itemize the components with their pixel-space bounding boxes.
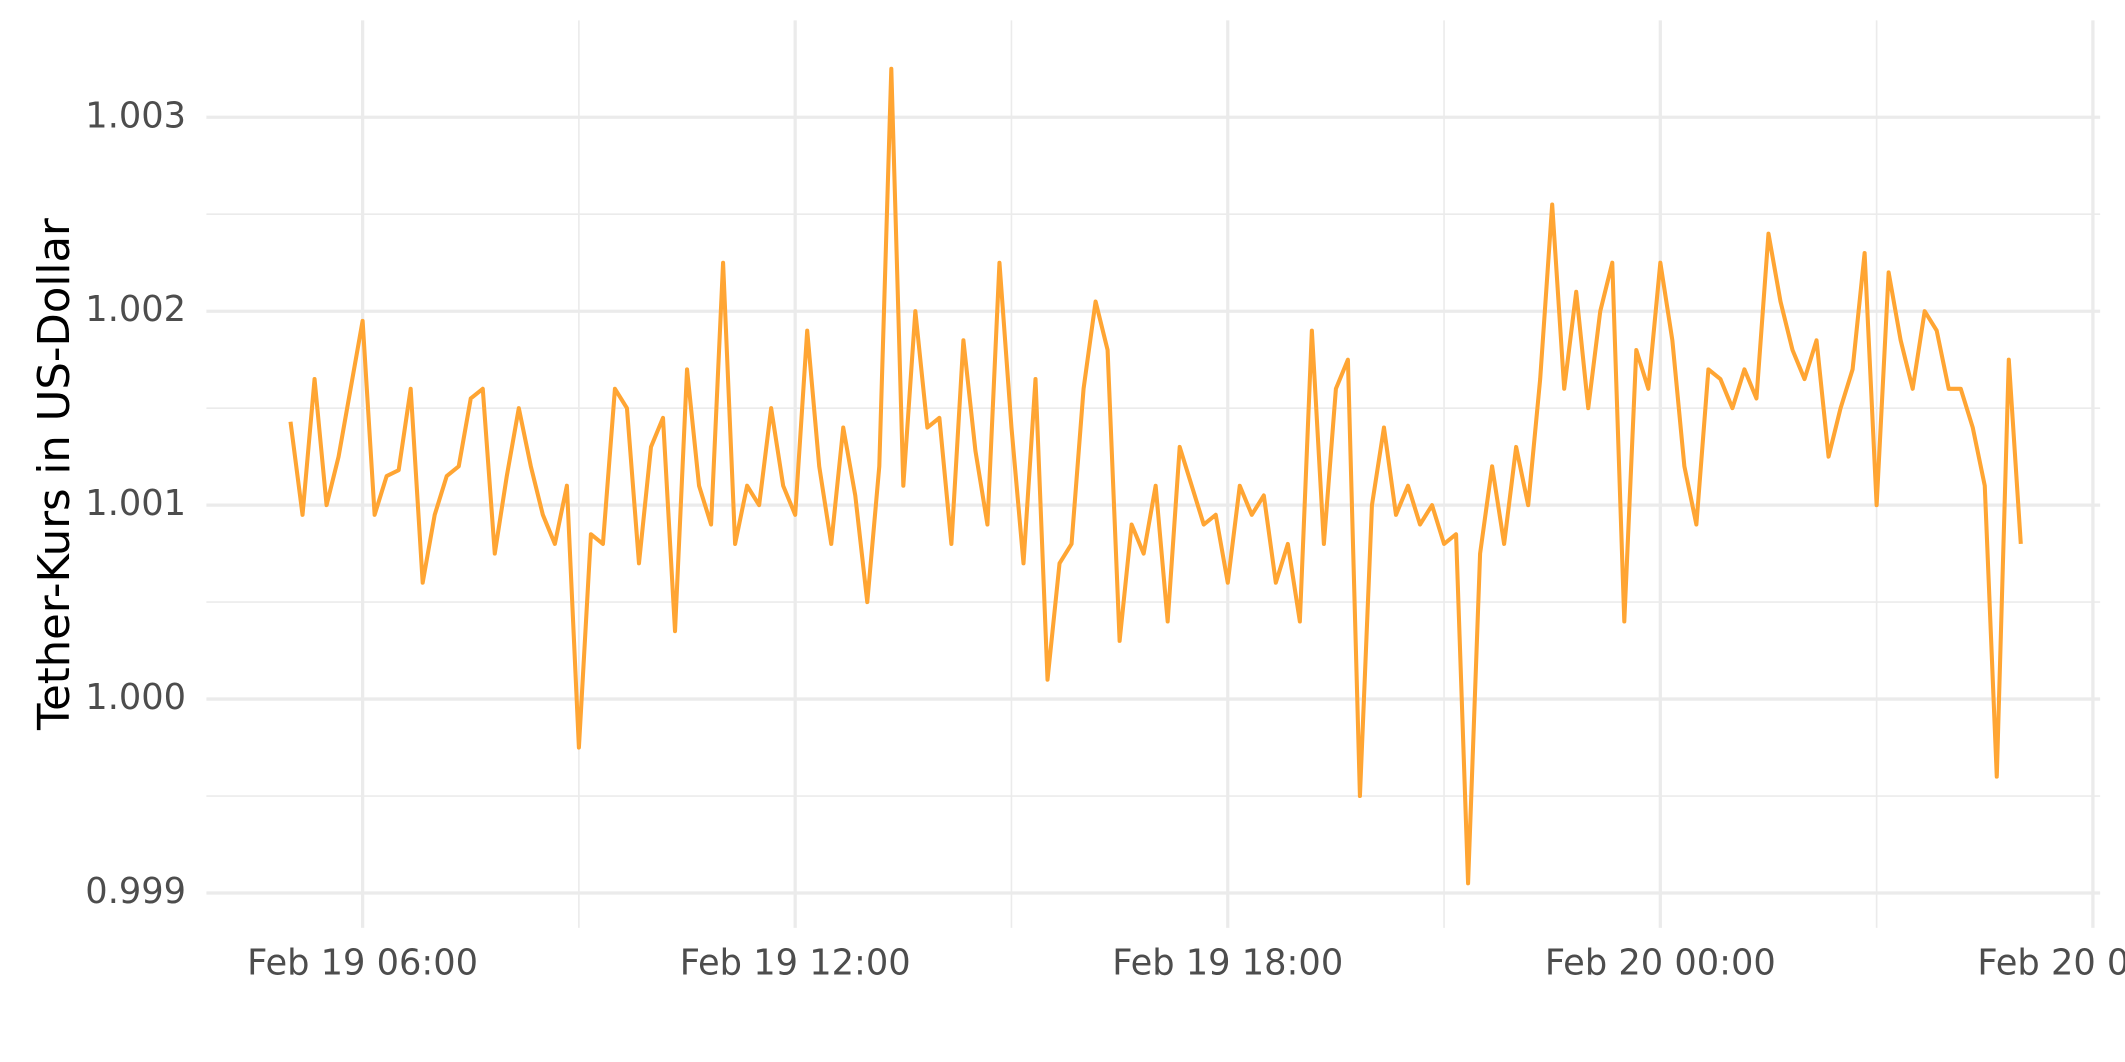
x-tick-label: Feb 20 06:00 <box>1977 942 2125 983</box>
y-tick-label: 1.000 <box>85 677 186 718</box>
x-tick-label: Feb 19 06:00 <box>247 942 478 983</box>
x-tick-label: Feb 19 12:00 <box>680 942 911 983</box>
y-tick-label: 0.999 <box>85 871 186 912</box>
y-tick-label: 1.003 <box>85 95 186 136</box>
x-tick-label: Feb 20 00:00 <box>1545 942 1776 983</box>
x-tick-label: Feb 19 18:00 <box>1112 942 1343 983</box>
price-line <box>288 66 2023 886</box>
y-tick-label: 1.001 <box>85 483 186 524</box>
y-tick-label: 1.002 <box>85 289 186 330</box>
grid <box>206 20 2101 928</box>
y-axis-title: Tether-Kurs in US-Dollar <box>30 218 80 731</box>
